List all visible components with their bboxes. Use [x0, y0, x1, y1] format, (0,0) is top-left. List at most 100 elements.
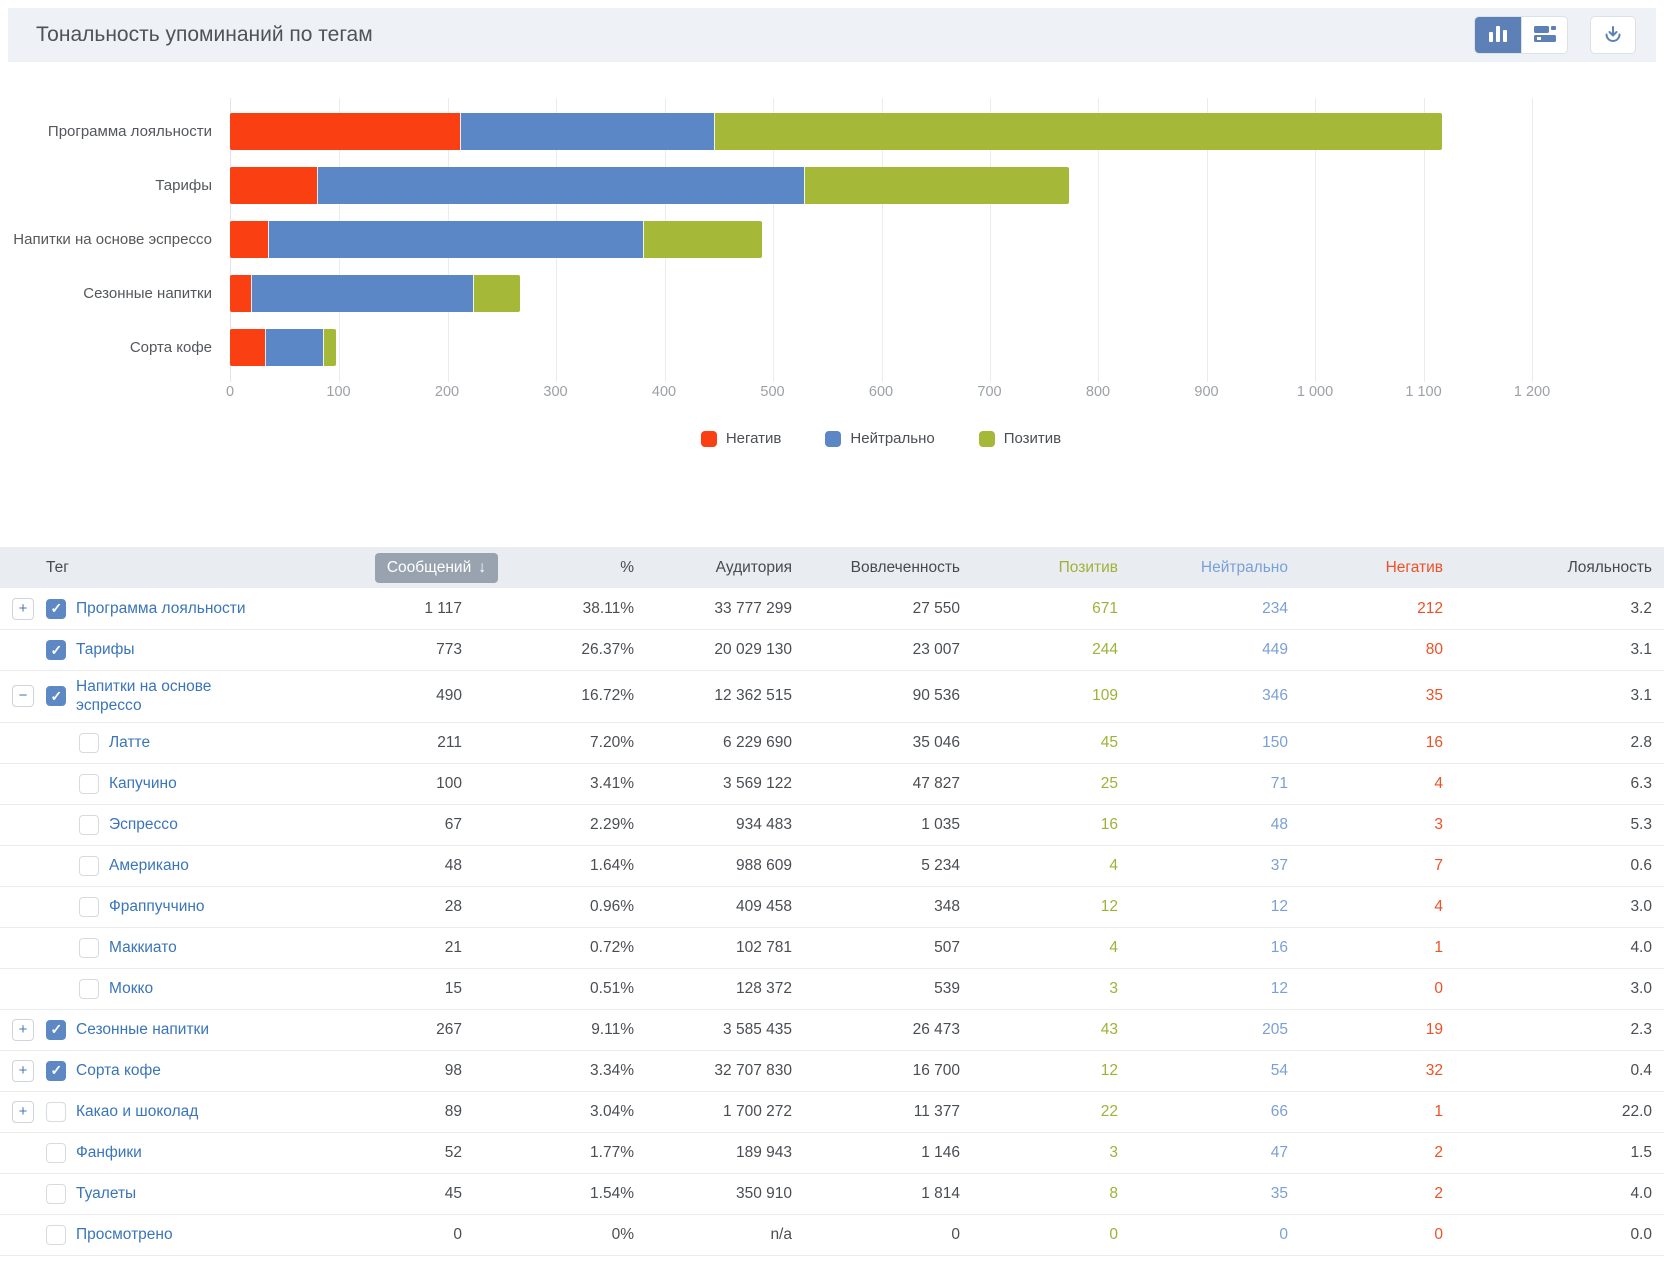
loyalty-cell: 22.0	[1621, 1102, 1652, 1120]
tag-cell: Эспрессо	[46, 809, 276, 841]
expand-toggle-button[interactable]: +	[12, 1018, 34, 1041]
bar-segment-Позитив[interactable]	[713, 112, 1442, 150]
expand-toggle-button[interactable]: +	[12, 597, 34, 620]
loyalty-cell: 6.3	[1630, 774, 1652, 792]
legend-item[interactable]: Негатив	[700, 430, 781, 447]
bar-segment-Негатив[interactable]	[230, 166, 317, 204]
bar-segment-Позитив[interactable]	[323, 328, 337, 366]
bar-segment-Нейтрально[interactable]	[264, 328, 324, 366]
loyalty-cell: 2.8	[1630, 733, 1652, 751]
expand-toggle-button[interactable]: −	[12, 685, 34, 708]
positive-cell: 45	[1100, 733, 1118, 751]
tag-link[interactable]: Эспрессо	[109, 816, 178, 834]
column-header-audience[interactable]: Аудитория	[715, 558, 792, 576]
column-header-neutral[interactable]: Нейтрально	[1200, 558, 1288, 576]
table-row: Латте 211 7.20% 6 229 690 35 046 45 150 …	[0, 721, 1664, 763]
negative-cell: 212	[1417, 599, 1443, 617]
chart-rows: Программа лояльности Тарифы Напитки на о…	[0, 104, 1664, 374]
bar-segment-Позитив[interactable]	[803, 166, 1069, 204]
negative-cell: 32	[1425, 1061, 1443, 1079]
bar-segment-Позитив[interactable]	[473, 274, 520, 312]
bar-segment-Нейтрально[interactable]	[250, 274, 474, 312]
column-header-tag[interactable]: Тег	[46, 558, 69, 576]
tag-cell: Капучино	[46, 768, 276, 800]
table-row: + Какао и шоколад 89 3.04% 1 700 272 11 …	[0, 1090, 1664, 1132]
tag-checkbox[interactable]	[46, 598, 66, 619]
tag-link[interactable]: Фраппуччино	[109, 898, 205, 916]
bar-segment-Позитив[interactable]	[643, 220, 762, 258]
loyalty-cell: 3.1	[1630, 641, 1652, 658]
tag-link[interactable]: Напитки на основе эспрессо	[76, 678, 212, 715]
download-button[interactable]	[1590, 16, 1636, 54]
expand-toggle-button[interactable]: +	[12, 1059, 34, 1082]
negative-cell: 0	[1434, 979, 1443, 997]
positive-cell: 16	[1100, 815, 1118, 833]
tag-checkbox[interactable]	[79, 855, 99, 876]
loyalty-cell: 3.0	[1630, 979, 1652, 997]
tag-checkbox[interactable]	[79, 814, 99, 835]
column-header-loyalty[interactable]: Лояльность	[1567, 558, 1652, 576]
tag-checkbox[interactable]	[79, 732, 99, 753]
tag-checkbox[interactable]	[46, 1060, 66, 1081]
table-row: + Сезонные напитки 267 9.11% 3 585 435 2…	[0, 1008, 1664, 1050]
bar-segment-Негатив[interactable]	[230, 328, 265, 366]
column-header-engagement[interactable]: Вовлеченность	[850, 558, 960, 576]
tag-link[interactable]: Латте	[109, 734, 151, 752]
tag-checkbox[interactable]	[79, 773, 99, 794]
expander-cell: +	[12, 597, 46, 620]
tag-checkbox[interactable]	[79, 937, 99, 958]
tag-checkbox[interactable]	[46, 1019, 66, 1040]
table-row: Фраппуччино 28 0.96% 409 458 348 12 12 4…	[0, 885, 1664, 927]
bar-segment-Негатив[interactable]	[230, 112, 461, 150]
engagement-cell: 11 377	[913, 1102, 960, 1120]
sort-by-messages-button[interactable]: Сообщений ↓	[374, 552, 498, 583]
expand-toggle-button[interactable]: +	[12, 1100, 34, 1123]
tag-link[interactable]: Какао и шоколад	[76, 1103, 199, 1121]
chart-view-button[interactable]	[1475, 17, 1521, 53]
tag-link[interactable]: Туалеты	[76, 1185, 137, 1203]
bar-segment-Негатив[interactable]	[230, 274, 251, 312]
tag-link[interactable]: Просмотрено	[76, 1226, 173, 1244]
column-header-negative[interactable]: Негатив	[1385, 558, 1443, 576]
tag-checkbox[interactable]	[46, 640, 66, 660]
bar-segment-Негатив[interactable]	[230, 220, 268, 258]
tag-checkbox[interactable]	[46, 686, 66, 707]
bar-segment-Нейтрально[interactable]	[460, 112, 714, 150]
legend-item[interactable]: Позитив	[978, 430, 1061, 447]
column-header-positive[interactable]: Позитив	[1058, 558, 1118, 576]
engagement-cell: 47 827	[912, 774, 960, 792]
tag-link[interactable]: Маккиато	[109, 939, 177, 957]
audience-cell: 934 483	[735, 815, 792, 833]
loyalty-cell: 3.0	[1630, 897, 1652, 915]
tag-checkbox[interactable]	[46, 1183, 66, 1204]
chart-category-label: Тарифы	[155, 176, 212, 194]
x-axis-tick: 200	[434, 384, 460, 400]
tag-link[interactable]: Американо	[109, 857, 189, 875]
tag-link[interactable]: Капучино	[109, 775, 177, 793]
table-view-button[interactable]	[1521, 17, 1567, 53]
tag-cell: Латте	[46, 727, 276, 759]
tag-checkbox[interactable]	[46, 1142, 66, 1163]
tag-link[interactable]: Мокко	[109, 980, 154, 998]
positive-cell: 3	[1109, 1143, 1118, 1161]
column-header-percent[interactable]: %	[620, 558, 634, 576]
bar-segment-Нейтрально[interactable]	[267, 220, 644, 258]
legend-item[interactable]: Нейтрально	[825, 430, 935, 447]
percent-cell: 0%	[611, 1225, 634, 1243]
tag-checkbox[interactable]	[79, 978, 99, 999]
tag-checkbox[interactable]	[46, 1101, 66, 1122]
negative-cell: 1	[1434, 1102, 1443, 1120]
percent-cell: 3.34%	[590, 1061, 634, 1079]
tag-link[interactable]: Фанфики	[76, 1144, 142, 1162]
messages-cell: 67	[444, 815, 462, 833]
tag-link[interactable]: Программа лояльности	[76, 599, 246, 617]
tag-link[interactable]: Сорта кофе	[76, 1062, 161, 1080]
tag-link[interactable]: Сезонные напитки	[76, 1021, 209, 1039]
tag-link[interactable]: Тарифы	[76, 641, 135, 659]
expander-cell: +	[12, 1018, 46, 1041]
tag-checkbox[interactable]	[46, 1224, 66, 1245]
tag-checkbox[interactable]	[79, 896, 99, 917]
negative-cell: 2	[1434, 1143, 1443, 1161]
engagement-cell: 16 700	[912, 1061, 960, 1079]
bar-segment-Нейтрально[interactable]	[316, 166, 804, 204]
